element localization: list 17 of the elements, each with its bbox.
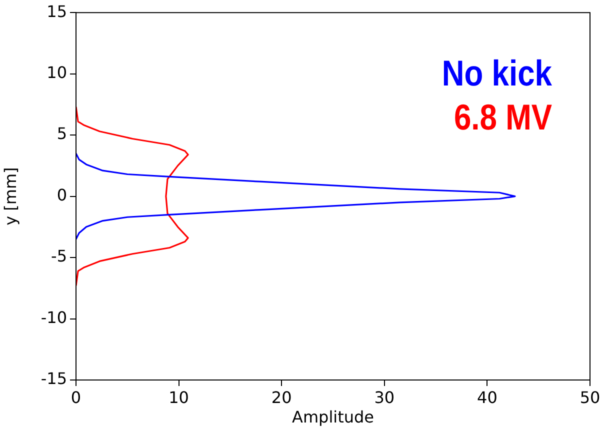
y-tick-label: -15 — [40, 369, 67, 388]
x-tick-label: 0 — [70, 388, 82, 407]
y-tick-label: 15 — [46, 2, 67, 21]
x-tick-label: 10 — [168, 388, 189, 407]
x-axis-title: Amplitude — [292, 408, 374, 427]
x-tick-label: 30 — [374, 388, 395, 407]
text: 6.8 MV — [454, 98, 553, 138]
y-tick-label: 10 — [46, 62, 67, 82]
y-axis-title: y [mm] — [0, 167, 20, 226]
y-tick-label: -5 — [51, 246, 67, 266]
y-tick-label: 5 — [56, 124, 67, 144]
x-tick-label: 40 — [477, 388, 498, 407]
text: No kick — [442, 54, 552, 94]
x-tick-label: 20 — [271, 388, 292, 407]
y-tick-label: 0 — [56, 185, 67, 204]
x-tick-label: 50 — [580, 388, 600, 407]
y-tick-label: -10 — [40, 308, 67, 327]
